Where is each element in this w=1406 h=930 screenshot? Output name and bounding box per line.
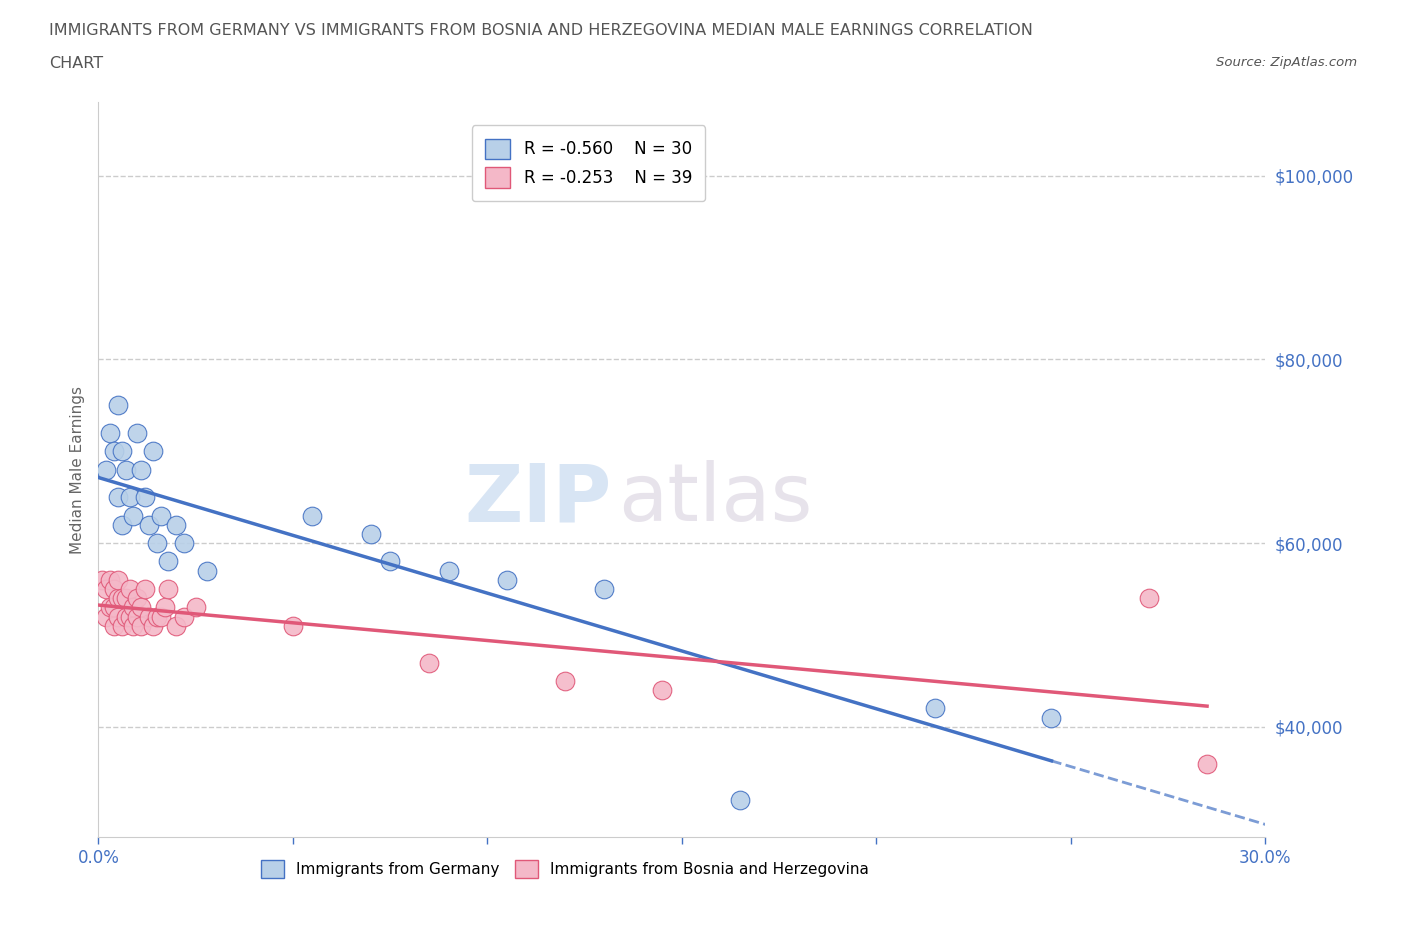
Point	[184, 600, 207, 615]
Point	[107, 490, 129, 505]
Point	[380, 554, 402, 569]
Point	[103, 618, 125, 633]
Point	[122, 508, 145, 523]
Point	[1137, 591, 1160, 605]
Point	[924, 701, 946, 716]
Point	[107, 572, 129, 588]
Point	[129, 600, 152, 615]
Point	[134, 581, 156, 596]
Point	[127, 425, 149, 440]
Point	[129, 462, 152, 477]
Point	[157, 554, 180, 569]
Point	[96, 609, 118, 624]
Point	[496, 572, 519, 588]
Point	[122, 600, 145, 615]
Point	[111, 444, 134, 458]
Point	[165, 517, 187, 532]
Point	[142, 444, 165, 458]
Point	[146, 609, 169, 624]
Text: CHART: CHART	[49, 56, 103, 71]
Point	[96, 581, 118, 596]
Point	[418, 655, 440, 670]
Point	[138, 517, 160, 532]
Point	[129, 618, 152, 633]
Point	[114, 609, 136, 624]
Point	[114, 462, 136, 477]
Point	[98, 600, 121, 615]
Point	[730, 792, 752, 807]
Point	[111, 618, 134, 633]
Point	[98, 425, 121, 440]
Point	[157, 581, 180, 596]
Point	[107, 398, 129, 413]
Point	[127, 609, 149, 624]
Point	[134, 490, 156, 505]
Point	[98, 572, 121, 588]
Point	[96, 462, 118, 477]
Text: Source: ZipAtlas.com: Source: ZipAtlas.com	[1216, 56, 1357, 69]
Point	[103, 444, 125, 458]
Point	[281, 618, 304, 633]
Point	[554, 673, 576, 688]
Point	[107, 609, 129, 624]
Point	[91, 572, 114, 588]
Point	[142, 618, 165, 633]
Point	[127, 591, 149, 605]
Point	[107, 591, 129, 605]
Point	[1195, 756, 1218, 771]
Point	[153, 600, 176, 615]
Point	[118, 609, 141, 624]
Point	[173, 609, 195, 624]
Point	[301, 508, 323, 523]
Point	[103, 600, 125, 615]
Point	[138, 609, 160, 624]
Point	[195, 564, 218, 578]
Point	[111, 591, 134, 605]
Legend: Immigrants from Germany, Immigrants from Bosnia and Herzegovina: Immigrants from Germany, Immigrants from…	[256, 854, 875, 884]
Point	[1040, 711, 1063, 725]
Point	[122, 618, 145, 633]
Text: atlas: atlas	[617, 460, 813, 538]
Point	[118, 581, 141, 596]
Point	[114, 591, 136, 605]
Point	[146, 536, 169, 551]
Point	[593, 581, 616, 596]
Text: IMMIGRANTS FROM GERMANY VS IMMIGRANTS FROM BOSNIA AND HERZEGOVINA MEDIAN MALE EA: IMMIGRANTS FROM GERMANY VS IMMIGRANTS FR…	[49, 23, 1033, 38]
Point	[165, 618, 187, 633]
Point	[651, 683, 673, 698]
Point	[149, 508, 172, 523]
Text: ZIP: ZIP	[464, 460, 612, 538]
Point	[103, 581, 125, 596]
Point	[111, 517, 134, 532]
Point	[173, 536, 195, 551]
Point	[118, 490, 141, 505]
Y-axis label: Median Male Earnings: Median Male Earnings	[69, 386, 84, 553]
Point	[360, 526, 382, 541]
Point	[149, 609, 172, 624]
Point	[437, 564, 460, 578]
